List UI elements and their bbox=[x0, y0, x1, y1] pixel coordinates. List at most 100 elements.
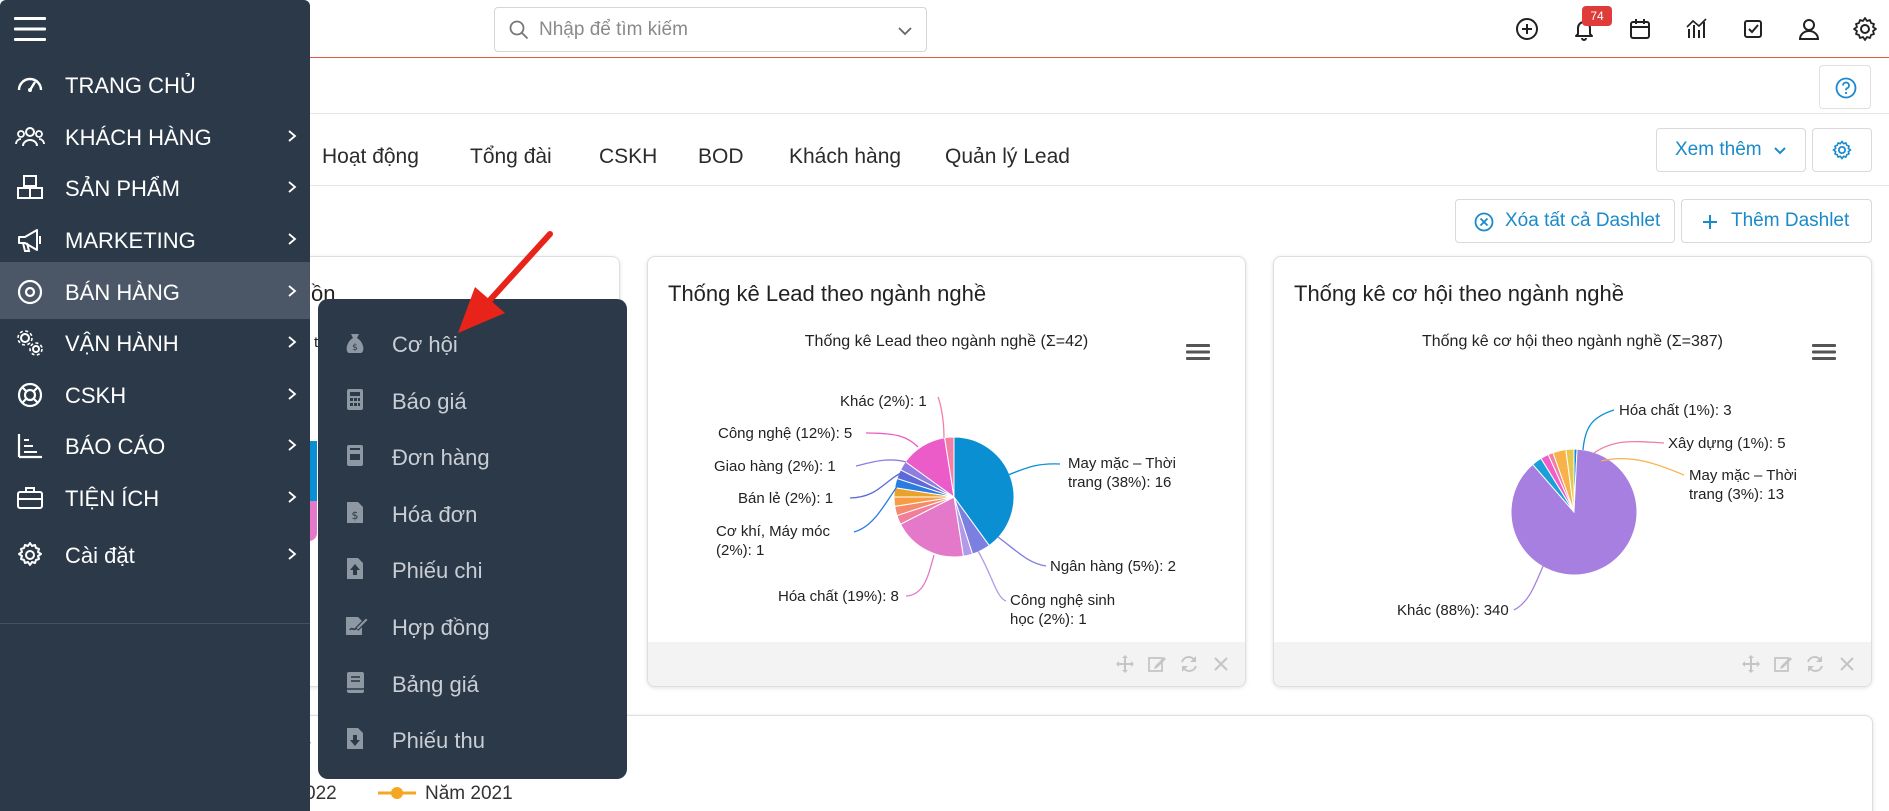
submenu-item-label: Phiếu thu bbox=[392, 728, 485, 753]
tab-quan-ly-lead[interactable]: Quản lý Lead bbox=[945, 145, 1070, 168]
users-icon bbox=[15, 127, 45, 147]
boxes-icon bbox=[17, 175, 43, 199]
report-icon bbox=[17, 434, 42, 459]
submenu-item-6[interactable]: Bảng giá bbox=[318, 654, 627, 711]
global-search[interactable] bbox=[494, 7, 927, 52]
tab-bod[interactable]: BOD bbox=[698, 145, 744, 168]
submenu-item-1[interactable]: Báo giá bbox=[318, 371, 627, 428]
user-icon[interactable] bbox=[1795, 15, 1823, 43]
dashlet-partial-text: t bbox=[314, 334, 319, 351]
tab-settings-button[interactable] bbox=[1812, 128, 1872, 172]
sidebar-item-8[interactable]: TIỆN ÍCH bbox=[0, 468, 310, 525]
dashlet-title: Thống kê cơ hội theo ngành nghề bbox=[1294, 281, 1625, 306]
pie-leader-line bbox=[905, 554, 935, 597]
order-icon bbox=[347, 445, 363, 466]
chart-menu-icon[interactable] bbox=[1812, 343, 1836, 361]
submenu-item-7[interactable]: Phiếu thu bbox=[318, 710, 627, 767]
sidebar-item-label: SẢN PHẨM bbox=[65, 176, 180, 201]
more-tabs-label: Xem thêm bbox=[1675, 139, 1762, 160]
close-icon[interactable] bbox=[1837, 654, 1857, 674]
pie-slice[interactable] bbox=[1565, 448, 1575, 513]
submenu-item-label: Báo giá bbox=[392, 389, 467, 414]
pie-leader-line bbox=[997, 536, 1047, 567]
gear-icon[interactable] bbox=[1851, 15, 1879, 43]
price-book-icon bbox=[347, 672, 364, 693]
sidebar-item-label: MARKETING bbox=[65, 228, 196, 253]
pie-data-label: Ngân hàng (5%): 2 bbox=[1050, 558, 1176, 575]
tab-hoat-dong[interactable]: Hoạt động bbox=[322, 145, 419, 168]
refresh-icon[interactable] bbox=[1805, 654, 1825, 674]
sidebar-item-3[interactable]: MARKETING bbox=[0, 210, 310, 267]
dashlet-title: Thống kê Lead theo ngành nghề bbox=[668, 281, 987, 306]
pie-leader-line bbox=[977, 550, 1007, 602]
sidebar-item-label: VẬN HÀNH bbox=[65, 331, 179, 356]
opportunity-pie-chart bbox=[1510, 409, 1685, 611]
submenu-item-label: Hóa đơn bbox=[392, 502, 478, 527]
add-circle-icon[interactable] bbox=[1513, 15, 1541, 43]
refresh-icon[interactable] bbox=[1179, 654, 1199, 674]
pie-leader-line bbox=[855, 459, 907, 467]
submenu-item-5[interactable]: Hợp đồng bbox=[318, 597, 627, 654]
move-icon[interactable] bbox=[1115, 654, 1135, 674]
sidebar-item-label: Cài đặt bbox=[65, 543, 135, 568]
pie-data-label: Xây dựng (1%): 5 bbox=[1668, 435, 1786, 452]
search-input[interactable] bbox=[539, 17, 869, 43]
chevron-right-icon bbox=[288, 285, 297, 297]
chart-menu-icon[interactable] bbox=[1186, 343, 1210, 361]
tab-khach-hang[interactable]: Khách hàng bbox=[789, 145, 902, 168]
pie-data-label: Công nghệ sinh học (2%): 1 bbox=[1010, 592, 1116, 628]
edit-icon[interactable] bbox=[1147, 654, 1167, 674]
sidebar-item-1[interactable]: KHÁCH HÀNG bbox=[0, 107, 310, 164]
calendar-icon[interactable] bbox=[1626, 15, 1654, 43]
task-check-icon[interactable] bbox=[1739, 15, 1767, 43]
plus-icon bbox=[1703, 215, 1717, 229]
sidebar-item-0[interactable]: TRANG CHỦ bbox=[0, 55, 310, 112]
help-button[interactable] bbox=[1819, 65, 1871, 109]
pie-data-label: Cơ khí, Máy móc (2%): 1 bbox=[716, 523, 831, 559]
more-tabs-button[interactable]: Xem thêm bbox=[1656, 128, 1806, 172]
submenu-item-label: Hợp đồng bbox=[392, 615, 490, 640]
close-icon[interactable] bbox=[1211, 654, 1231, 674]
pie-data-label: Khác (88%): 340 bbox=[1397, 602, 1509, 619]
svg-text:$: $ bbox=[352, 509, 359, 522]
tab-cskh[interactable]: CSKH bbox=[599, 145, 658, 168]
secondary-header bbox=[0, 59, 1889, 114]
sidebar-item-5[interactable]: VẬN HÀNH bbox=[0, 313, 310, 370]
analytics-icon[interactable] bbox=[1683, 15, 1711, 43]
chevron-down-icon bbox=[1774, 147, 1786, 155]
settings-icon bbox=[18, 542, 42, 566]
clear-dashlets-button[interactable]: Xóa tất cả Dashlet bbox=[1455, 199, 1675, 243]
pie-leader-line bbox=[937, 396, 945, 439]
sidebar-item-4[interactable]: BÁN HÀNG bbox=[0, 262, 310, 319]
submenu-item-0[interactable]: $ Cơ hội bbox=[318, 314, 627, 371]
dashlet-opportunity-by-industry: Thống kê cơ hội theo ngành nghề Thống kê… bbox=[1273, 256, 1872, 687]
megaphone-icon bbox=[18, 229, 41, 252]
add-dashlet-button[interactable]: Thêm Dashlet bbox=[1681, 199, 1872, 243]
pie-slice[interactable] bbox=[953, 436, 1015, 547]
sidebar-item-7[interactable]: BÁO CÁO bbox=[0, 416, 310, 473]
submenu-item-3[interactable]: $ Hóa đơn bbox=[318, 484, 627, 541]
dashlet-footer bbox=[1274, 642, 1871, 686]
submenu-item-2[interactable]: Đơn hàng bbox=[318, 427, 627, 484]
chevron-right-icon bbox=[288, 233, 297, 245]
close-circle-icon bbox=[1474, 212, 1494, 232]
move-icon[interactable] bbox=[1741, 654, 1761, 674]
chevron-down-icon[interactable] bbox=[896, 22, 914, 40]
tab-tong-dai[interactable]: Tổng đài bbox=[470, 145, 552, 168]
pie-fragment bbox=[309, 441, 317, 501]
receipt-icon bbox=[347, 728, 363, 749]
sidebar-item-2[interactable]: SẢN PHẨM bbox=[0, 158, 310, 215]
invoice-icon: $ bbox=[347, 502, 363, 523]
edit-icon[interactable] bbox=[1773, 654, 1793, 674]
chevron-right-icon bbox=[288, 491, 297, 503]
submenu-item-label: Bảng giá bbox=[392, 672, 479, 697]
gear-icon bbox=[1832, 140, 1852, 160]
pie-leader-line bbox=[1582, 409, 1615, 451]
sidebar-item-label: KHÁCH HÀNG bbox=[65, 125, 212, 150]
submenu-item-4[interactable]: Phiếu chi bbox=[318, 540, 627, 597]
sidebar-item-6[interactable]: CSKH bbox=[0, 365, 310, 422]
sidebar-item-9[interactable]: Cài đặt bbox=[0, 525, 310, 582]
pie-slice[interactable] bbox=[899, 496, 964, 558]
menu-toggle-icon[interactable] bbox=[14, 14, 46, 44]
pie-data-label: Công nghệ (12%): 5 bbox=[718, 425, 853, 442]
